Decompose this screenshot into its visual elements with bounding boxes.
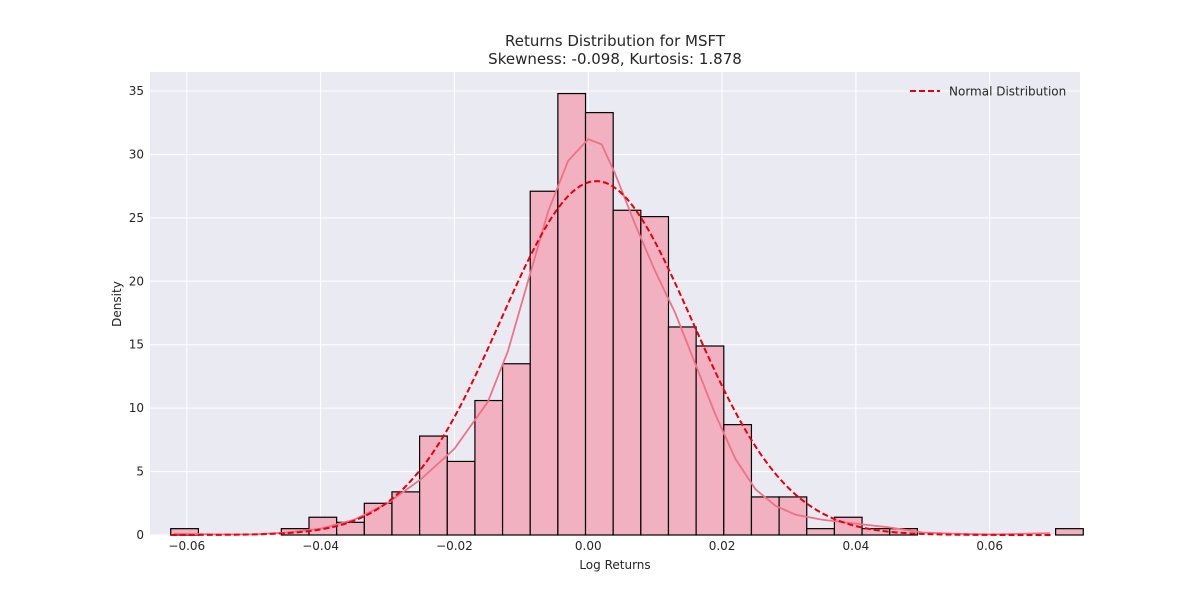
legend: Normal Distribution [910,85,1066,99]
y-tick-label: 20 [129,274,144,288]
y-tick-label: 15 [129,338,144,352]
y-tick-label: 35 [129,84,144,98]
histogram-bar [750,496,780,536]
histogram-bar [1055,528,1084,536]
x-axis-label: Log Returns [579,558,650,572]
y-tick-labels: 0 5 10 15 20 25 30 35 [129,84,144,542]
histogram-bar [501,363,531,536]
y-tick-label: 30 [129,147,144,161]
legend-normal-label: Normal Distribution [949,85,1066,99]
histogram-bar [474,399,504,536]
chart-subtitle: Skewness: -0.098, Kurtosis: 1.878 [488,50,742,68]
x-tick-label: 0.06 [976,539,1003,553]
histogram-bar [640,216,670,536]
x-tick-label: 0.04 [843,539,870,553]
x-tick-label: −0.06 [168,539,205,553]
chart-title: Returns Distribution for MSFT [505,32,726,50]
histogram-bar [584,111,614,536]
x-tick-label: −0.02 [436,539,473,553]
y-tick-label: 0 [136,528,144,542]
x-tick-label: −0.04 [302,539,339,553]
kde-curve [173,138,1050,536]
histogram-bar [529,190,559,536]
histogram-bar [557,92,587,536]
histogram-bar [612,209,642,536]
y-tick-label: 10 [129,401,144,415]
density-curves [170,138,1053,536]
y-tick-label: 25 [129,211,144,225]
histogram-bar [391,491,421,536]
histogram-bar [667,326,697,536]
histogram-bar [806,528,835,536]
y-tick-label: 5 [136,465,144,479]
histogram-bar [446,460,476,536]
x-tick-label: 0.02 [709,539,736,553]
normal-distribution-curve [170,180,1053,536]
x-tick-labels: −0.06 −0.04 −0.02 0.00 0.02 0.04 0.06 [168,539,1003,553]
y-axis-label: Density [110,281,124,327]
x-tick-label: 0.00 [575,539,602,553]
